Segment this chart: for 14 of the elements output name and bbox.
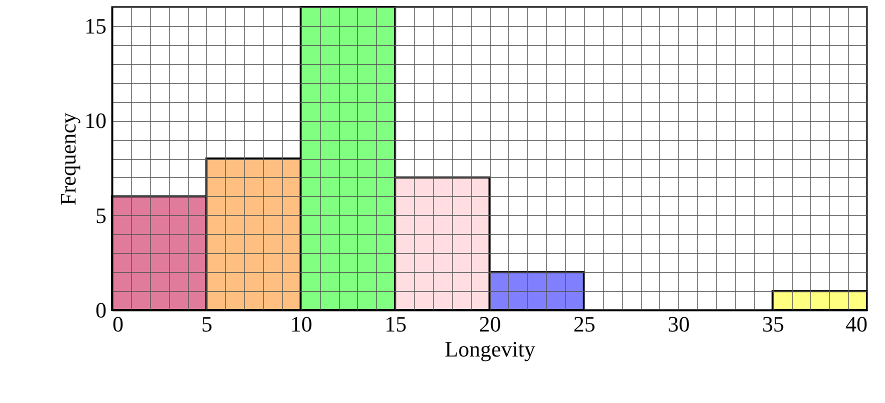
y-tick-label: 5 (96, 202, 106, 228)
y-tick-label: 15 (84, 13, 106, 38)
x-tick-label: 0 (112, 312, 124, 336)
y-axis-title: Frequency (56, 112, 80, 206)
x-tick-label: 5 (201, 312, 212, 336)
x-tick-label: 20 (479, 312, 501, 336)
x-axis-title: Longevity (444, 336, 536, 362)
y-tick-label: 10 (84, 108, 106, 134)
x-tick-label: 10 (290, 312, 312, 336)
x-tick-label: 15 (384, 312, 407, 336)
x-tick-label: 40 (846, 312, 868, 336)
x-tick-label: 25 (573, 312, 596, 336)
x-tick-label: 35 (762, 312, 784, 336)
x-tick-label: 30 (668, 312, 690, 336)
